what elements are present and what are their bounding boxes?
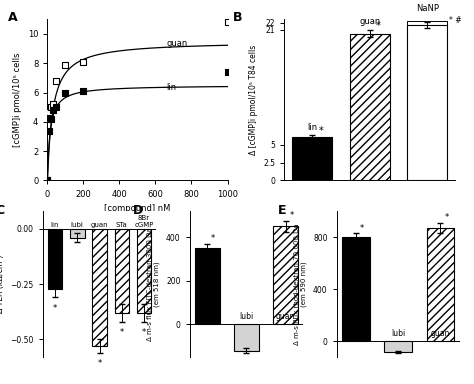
Text: B: B xyxy=(233,11,243,24)
Text: guan: guan xyxy=(359,17,380,26)
Point xyxy=(224,69,231,75)
Point xyxy=(44,177,51,184)
Point xyxy=(44,177,51,184)
Bar xyxy=(92,229,107,346)
Text: *: * xyxy=(289,211,293,220)
Bar xyxy=(115,229,129,313)
Text: NaNP: NaNP xyxy=(416,4,438,13)
Point xyxy=(49,107,56,113)
Point xyxy=(46,127,53,134)
Point xyxy=(53,104,60,110)
Text: * #: * # xyxy=(449,17,462,25)
Text: *: * xyxy=(319,126,323,136)
Y-axis label: Δ m-s flux FITC-dextran 3000 Da
(em 518 nm): Δ m-s flux FITC-dextran 3000 Da (em 518 … xyxy=(147,227,160,341)
Bar xyxy=(195,248,220,324)
Bar xyxy=(70,229,84,238)
Y-axis label: Δ m-s flux rhod-dextran 70,000 Da
(em 590 nm): Δ m-s flux rhod-dextran 70,000 Da (em 59… xyxy=(294,223,307,345)
Bar xyxy=(427,228,454,341)
Text: lubi: lubi xyxy=(239,311,254,321)
Text: *: * xyxy=(53,304,57,313)
Point xyxy=(53,78,60,84)
Text: A: A xyxy=(8,11,18,24)
Text: lin: lin xyxy=(166,83,176,91)
Point xyxy=(62,61,69,68)
Text: *: * xyxy=(98,359,101,368)
Text: *: * xyxy=(376,20,381,30)
Text: lin: lin xyxy=(307,122,317,132)
Text: *: * xyxy=(445,214,449,222)
Text: lin: lin xyxy=(51,222,59,228)
Text: guan: guan xyxy=(431,329,450,338)
Text: 8Br
cGMP: 8Br cGMP xyxy=(134,215,154,228)
Text: C: C xyxy=(0,204,4,217)
Bar xyxy=(234,324,259,351)
Point xyxy=(47,104,55,110)
Text: guan: guan xyxy=(276,311,295,321)
Text: guan: guan xyxy=(91,222,109,228)
Point xyxy=(47,116,55,122)
Point xyxy=(62,89,69,96)
Bar xyxy=(384,341,412,352)
Y-axis label: [cGMP]i pmol/10⁵ cells: [cGMP]i pmol/10⁵ cells xyxy=(13,53,22,147)
Bar xyxy=(273,227,298,324)
Point xyxy=(80,88,87,94)
Bar xyxy=(407,25,447,180)
Text: *: * xyxy=(142,328,146,338)
Text: *: * xyxy=(211,234,216,243)
Text: lubi: lubi xyxy=(71,222,84,228)
Text: *: * xyxy=(119,328,124,338)
Bar xyxy=(342,237,370,341)
Text: lin: lin xyxy=(203,311,212,321)
Bar xyxy=(137,229,151,313)
Bar xyxy=(48,229,62,289)
Point xyxy=(80,59,87,65)
Text: guan: guan xyxy=(166,38,188,48)
Point xyxy=(46,109,53,115)
Text: STa: STa xyxy=(116,222,128,228)
Y-axis label: Δ [cGMP]i pmol/10⁵ T84 cells: Δ [cGMP]i pmol/10⁵ T84 cells xyxy=(249,45,258,155)
Text: *: * xyxy=(360,224,365,233)
X-axis label: [compound] nM: [compound] nM xyxy=(104,204,171,213)
Text: lubi: lubi xyxy=(391,329,405,338)
Point xyxy=(224,19,231,25)
Bar xyxy=(292,137,332,180)
Point xyxy=(49,101,56,107)
Text: D: D xyxy=(133,204,143,217)
Text: lin: lin xyxy=(351,329,361,338)
Y-axis label: Δ TER (kΩ/cm²): Δ TER (kΩ/cm²) xyxy=(0,255,5,313)
Bar xyxy=(350,33,390,180)
Text: E: E xyxy=(277,204,286,217)
